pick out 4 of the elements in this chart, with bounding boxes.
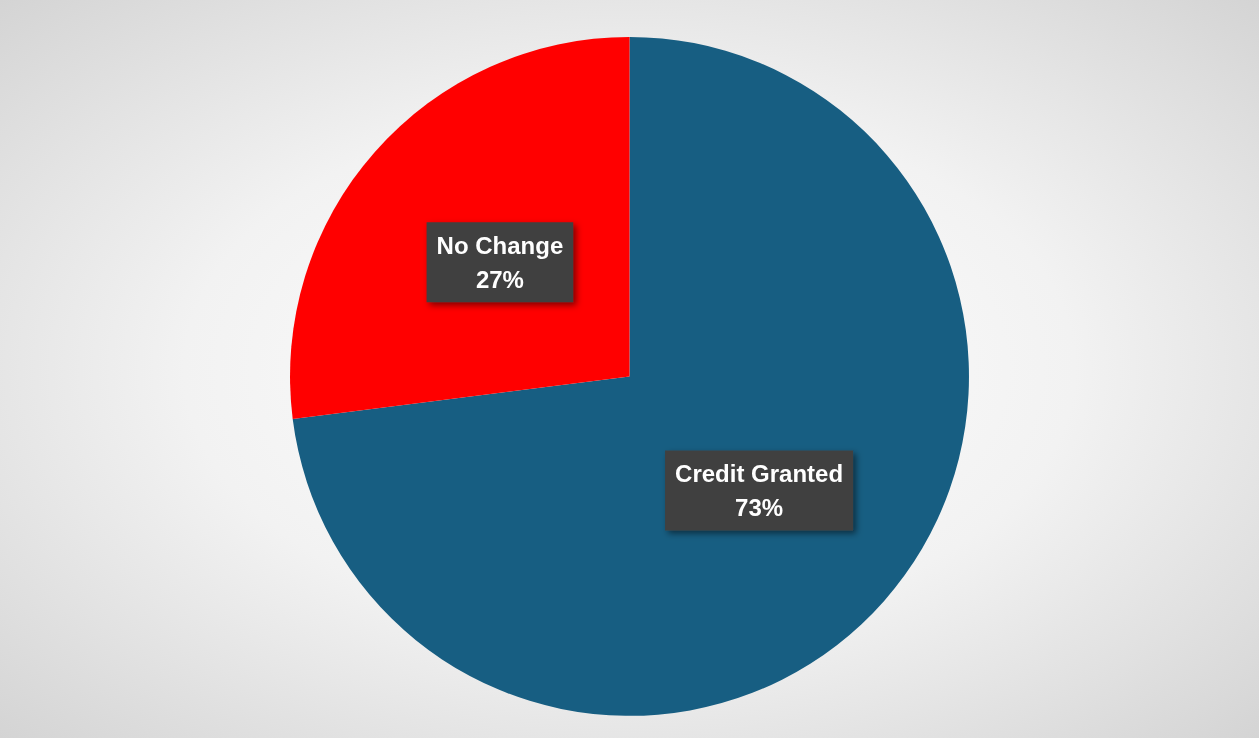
slice-label: Credit Granted (675, 460, 844, 488)
data-label: 27% (475, 265, 524, 293)
data-label: 73% (735, 494, 784, 522)
slice-label: No Change (436, 231, 564, 259)
